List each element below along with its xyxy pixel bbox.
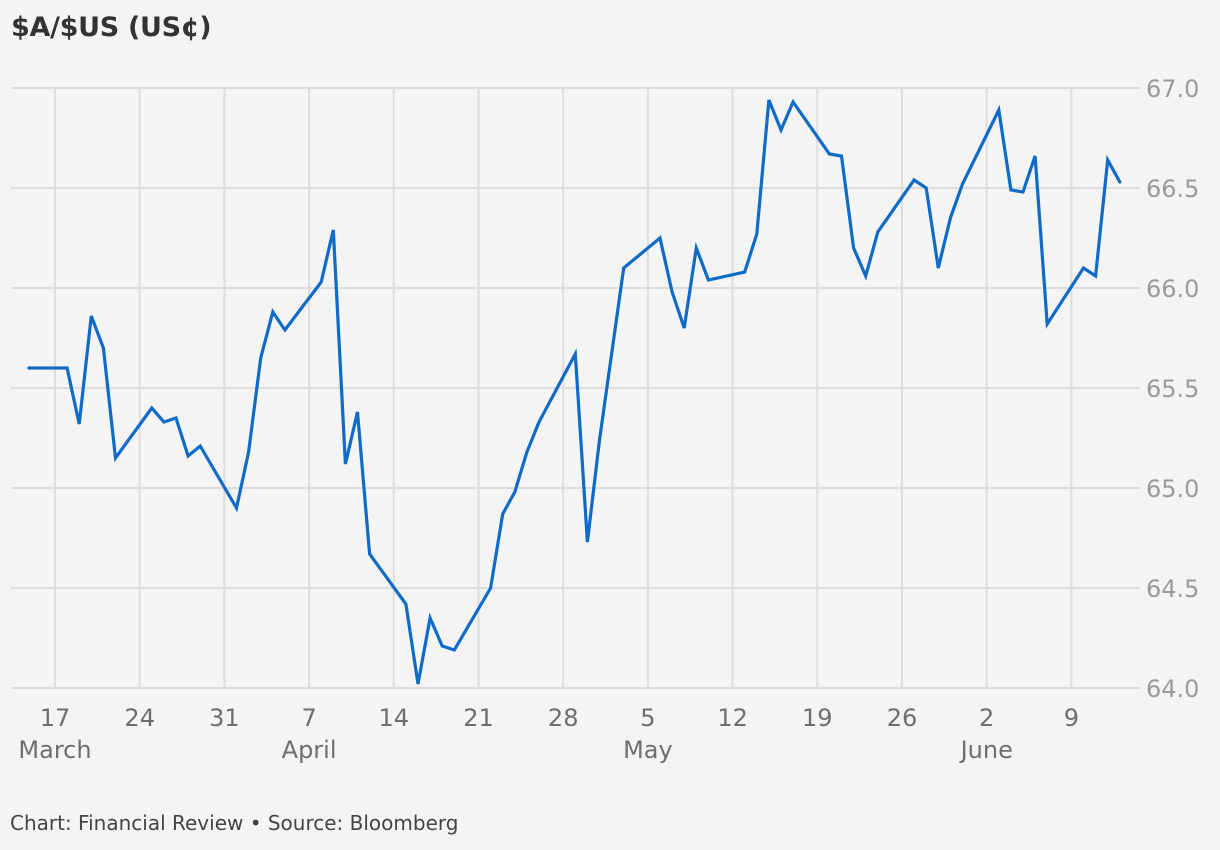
x-month-label: April bbox=[282, 736, 337, 764]
x-tick-label: 28 bbox=[548, 704, 579, 732]
x-month-label: March bbox=[18, 736, 91, 764]
x-tick-label: 17 bbox=[40, 704, 71, 732]
y-tick-label: 65.0 bbox=[1146, 475, 1199, 503]
y-tick-label: 64.5 bbox=[1146, 575, 1199, 603]
x-tick-label: 5 bbox=[640, 704, 655, 732]
y-tick-label: 66.0 bbox=[1146, 275, 1199, 303]
y-tick-label: 66.5 bbox=[1146, 175, 1199, 203]
x-tick-label: 9 bbox=[1064, 704, 1079, 732]
chart-source-credit: Chart: Financial Review • Source: Bloomb… bbox=[10, 811, 459, 835]
x-axis-labels: 17 March 24 31 7 April 14 21 28 5 May 12 19 26 2 June 9 bbox=[18, 704, 1079, 764]
x-tick-label: 2 bbox=[979, 704, 994, 732]
x-tick-label: 12 bbox=[717, 704, 748, 732]
y-tick-label: 67.0 bbox=[1146, 75, 1199, 103]
vertical-gridlines bbox=[54, 88, 1073, 688]
x-tick-label: 21 bbox=[463, 704, 494, 732]
x-tick-label: 24 bbox=[124, 704, 155, 732]
x-tick-label: 19 bbox=[802, 704, 833, 732]
x-tick-label: 14 bbox=[379, 704, 410, 732]
x-month-label: May bbox=[623, 736, 673, 764]
y-axis-labels: 64.0 64.5 65.0 65.5 66.0 66.5 67.0 bbox=[1146, 75, 1199, 703]
y-tick-label: 64.0 bbox=[1146, 675, 1199, 703]
x-tick-label: 7 bbox=[301, 704, 316, 732]
x-month-label: June bbox=[959, 736, 1013, 764]
x-tick-label: 31 bbox=[209, 704, 240, 732]
chart-title: $A/$US (US¢) bbox=[11, 12, 212, 43]
horizontal-gridlines bbox=[11, 87, 1140, 689]
x-tick-label: 26 bbox=[887, 704, 918, 732]
y-tick-label: 65.5 bbox=[1146, 375, 1199, 403]
series-line-aud-usd bbox=[27, 98, 1122, 685]
